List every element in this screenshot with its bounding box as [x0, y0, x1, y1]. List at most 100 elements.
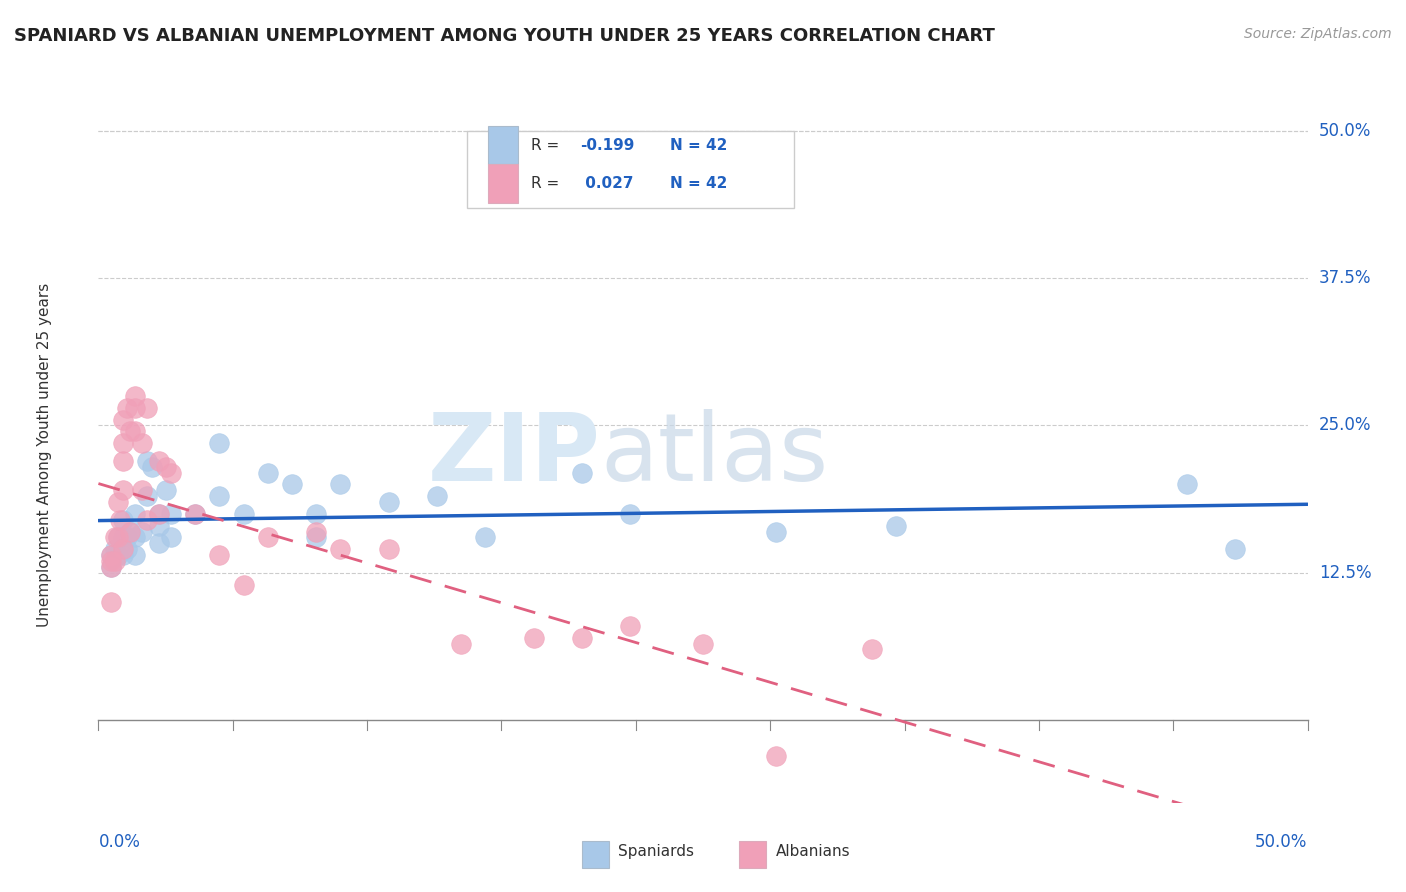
- Point: [124, 548, 146, 562]
- Point: [305, 531, 328, 545]
- Text: -0.199: -0.199: [579, 137, 634, 153]
- Text: 25.0%: 25.0%: [1319, 417, 1371, 434]
- Point: [208, 436, 231, 450]
- Point: [305, 524, 328, 539]
- Point: [329, 542, 352, 557]
- Point: [523, 631, 546, 645]
- Bar: [582, 841, 609, 868]
- Text: R =: R =: [531, 137, 564, 153]
- Text: 37.5%: 37.5%: [1319, 269, 1371, 287]
- Point: [571, 631, 593, 645]
- Point: [117, 401, 139, 415]
- Point: [107, 548, 129, 562]
- Point: [131, 524, 153, 539]
- Point: [619, 507, 641, 521]
- Point: [281, 477, 304, 491]
- Point: [111, 483, 134, 498]
- Point: [111, 436, 134, 450]
- Point: [100, 560, 122, 574]
- Point: [692, 637, 714, 651]
- Point: [100, 560, 122, 574]
- Point: [377, 495, 399, 509]
- Point: [111, 454, 134, 468]
- Point: [131, 483, 153, 498]
- Point: [571, 466, 593, 480]
- Point: [474, 531, 496, 545]
- Point: [148, 507, 170, 521]
- Point: [426, 489, 449, 503]
- Point: [124, 531, 146, 545]
- Point: [208, 548, 231, 562]
- Point: [118, 425, 141, 439]
- Point: [155, 483, 177, 498]
- Point: [135, 489, 157, 503]
- Point: [232, 507, 254, 521]
- Point: [377, 542, 399, 557]
- Point: [155, 459, 177, 474]
- Point: [160, 507, 183, 521]
- Point: [100, 595, 122, 609]
- Bar: [488, 126, 517, 164]
- Point: [124, 401, 146, 415]
- Point: [148, 518, 170, 533]
- Point: [107, 531, 129, 545]
- Text: N = 42: N = 42: [671, 176, 728, 191]
- Point: [118, 524, 141, 539]
- Text: 50.0%: 50.0%: [1256, 833, 1308, 851]
- Text: 50.0%: 50.0%: [1319, 121, 1371, 140]
- Point: [135, 401, 157, 415]
- Text: 12.5%: 12.5%: [1319, 564, 1371, 582]
- Point: [1223, 542, 1246, 557]
- Text: ZIP: ZIP: [427, 409, 600, 501]
- Text: Source: ZipAtlas.com: Source: ZipAtlas.com: [1244, 27, 1392, 41]
- Point: [111, 542, 134, 557]
- Point: [184, 507, 207, 521]
- Point: [100, 548, 122, 562]
- Point: [765, 748, 787, 763]
- Bar: [740, 841, 766, 868]
- Point: [107, 495, 129, 509]
- Point: [100, 554, 122, 568]
- Point: [232, 577, 254, 591]
- Point: [765, 524, 787, 539]
- Point: [329, 477, 352, 491]
- Text: 0.0%: 0.0%: [98, 833, 141, 851]
- Bar: [488, 164, 517, 202]
- Point: [208, 489, 231, 503]
- Point: [148, 536, 170, 550]
- Point: [256, 531, 278, 545]
- Point: [256, 466, 278, 480]
- Point: [160, 466, 183, 480]
- Point: [100, 548, 122, 562]
- Point: [160, 531, 183, 545]
- Text: 0.027: 0.027: [579, 176, 633, 191]
- Point: [135, 513, 157, 527]
- FancyBboxPatch shape: [467, 131, 793, 208]
- Point: [305, 507, 328, 521]
- Point: [124, 507, 146, 521]
- Text: N = 42: N = 42: [671, 137, 728, 153]
- Point: [111, 412, 134, 426]
- Point: [118, 524, 141, 539]
- Point: [104, 542, 127, 557]
- Point: [184, 507, 207, 521]
- Text: R =: R =: [531, 176, 564, 191]
- Point: [148, 507, 170, 521]
- Point: [886, 518, 908, 533]
- Point: [450, 637, 472, 651]
- Point: [111, 531, 134, 545]
- Text: Spaniards: Spaniards: [619, 844, 695, 859]
- Text: Unemployment Among Youth under 25 years: Unemployment Among Youth under 25 years: [37, 283, 52, 627]
- Point: [619, 619, 641, 633]
- Point: [117, 542, 139, 557]
- Point: [104, 531, 127, 545]
- Point: [104, 554, 127, 568]
- Point: [135, 454, 157, 468]
- Point: [860, 642, 883, 657]
- Point: [117, 531, 139, 545]
- Point: [124, 389, 146, 403]
- Point: [107, 531, 129, 545]
- Point: [111, 548, 134, 562]
- Point: [108, 513, 131, 527]
- Point: [111, 513, 134, 527]
